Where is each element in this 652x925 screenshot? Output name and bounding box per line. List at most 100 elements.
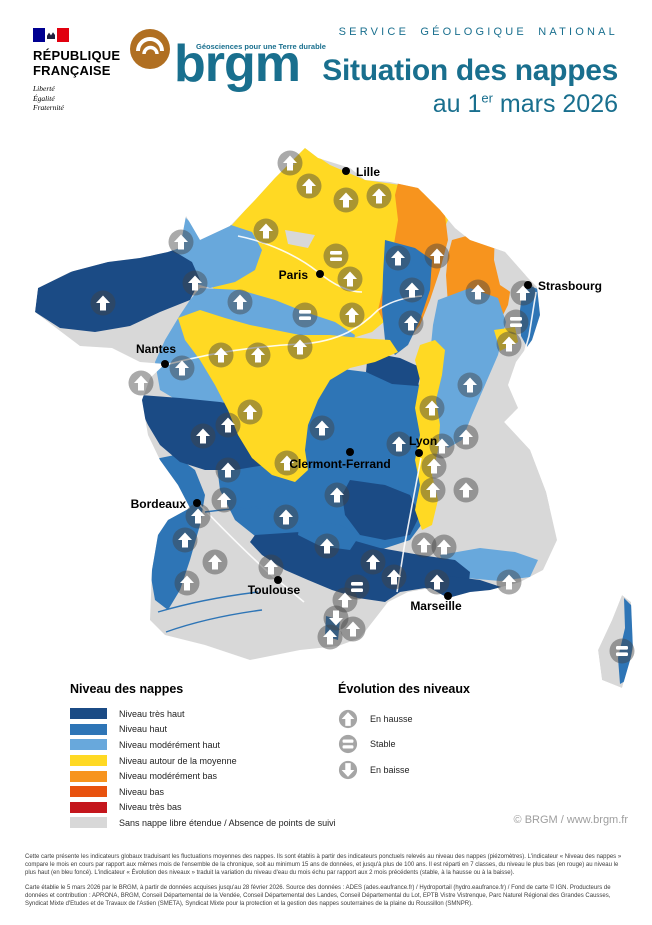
city-dot [342,167,350,175]
evolution-badge-up [385,245,411,271]
evolution-badge-up [457,372,483,398]
brgm-wordmark: brgm [174,35,301,93]
evolution-badge-up [399,277,425,303]
evolution-badge-up [419,395,445,421]
legend-evolution-row: En hausse [338,706,538,732]
city-label: Strasbourg [538,279,602,293]
city-label: Marseille [410,599,462,613]
credit-line: © BRGM / www.brgm.fr [513,814,628,826]
evolution-badge-stable [609,638,635,664]
city-bordeaux: Bordeaux [131,497,201,511]
evolution-badge-up [258,554,284,580]
legend-level-row: Niveau très bas [70,800,330,816]
legend-levels-list: Niveau très haut Niveau haut Niveau modéré… [70,706,336,831]
evolution-badges-layer [90,150,635,664]
legend-level-row: Niveau modérément bas [70,768,330,784]
brgm-tagline: Géosciences pour une Terre durable [196,42,326,51]
evolution-badge-up [337,266,363,292]
city-dot [524,281,532,289]
legend-level-label: Niveau modérément bas [119,771,218,782]
evolution-badge-up [424,569,450,595]
map-corsica [598,595,633,688]
city-clermont-ferrand: Clermont-Ferrand [289,448,391,471]
gov-name-line1: RÉPUBLIQUE [33,48,121,63]
evolution-badge-up [309,415,335,441]
footer-paragraph-1: Cette carte présente les indicateurs glo… [25,854,622,877]
evolution-badge-up [453,477,479,503]
evolution-badge-stable [344,574,370,600]
service-line: SERVICE GÉOLOGIQUE NATIONAL [338,26,618,38]
evolution-badge-up [202,549,228,575]
evolution-badge-up [190,423,216,449]
legend-evolution-label: En baisse [370,764,410,775]
legend-levels-title: Niveau des nappes [70,682,184,696]
evolution-badge-up [296,173,322,199]
evolution-badge-up [421,453,447,479]
city-strasbourg: Strasbourg [524,279,602,293]
evolution-badge-up [287,334,313,360]
legend-level-row: Niveau haut [70,722,330,738]
evolution-badge-up [174,570,200,596]
legend-evolution-list: En hausse Stable En baisse [338,706,538,783]
legend-evolution-title: Évolution des niveaux [338,682,470,696]
evolution-badge-down [323,605,349,631]
evolution-badge-up [340,616,366,642]
evolution-badge-up [182,270,208,296]
city-dot [444,592,452,600]
evolution-badge-up [215,457,241,483]
evolution-badge-up [208,342,234,368]
legend-level-row: Niveau très haut [70,706,330,722]
evolution-badge-up [168,229,194,255]
legend-level-label: Niveau très bas [119,802,182,813]
city-label: Bordeaux [131,497,187,511]
evolution-badge-up [465,279,491,305]
evolution-badge-up [215,412,241,438]
evolution-badge-up [496,331,522,357]
evolution-badge-up [398,310,424,336]
city-label: Lyon [409,434,437,448]
evolution-badge-up [185,503,211,529]
city-dot [193,499,201,507]
cities-layer: Lille Paris Strasbourg Nantes Lyon Clermont-F… [131,165,602,613]
evolution-badge-up [172,527,198,553]
city-paris: Paris [279,268,324,282]
evolution-badge-up [424,243,450,269]
city-label: Clermont-Ferrand [289,457,390,471]
evolution-badge-up [169,355,195,381]
city-marseille: Marseille [410,592,462,613]
city-dot [274,576,282,584]
evolution-badge-up [237,399,263,425]
evolution-badge-up [128,370,154,396]
legend-color-swatch [70,786,107,798]
city-dot [316,270,324,278]
evolution-badge-up [274,450,300,476]
legend-level-row: Niveau modérément haut [70,737,330,753]
evolution-badge-up [360,549,386,575]
brgm-logo: Géosciences pour une Terre durable brgm [130,26,330,106]
republique-francaise-logo: RÉPUBLIQUE FRANÇAISE Liberté Égalité Fra… [33,28,143,113]
evolution-badge-up [245,342,271,368]
page-subtitle: au 1er mars 2026 [432,90,618,118]
evolution-badge-up [314,533,340,559]
legend-color-swatch [70,708,107,720]
legend-level-label: Niveau modérément haut [119,739,221,750]
city-lille: Lille [342,165,380,179]
legend-level-label: Niveau bas [119,786,165,797]
evolution-badge-up [431,534,457,560]
map-svg: Lille Paris Strasbourg Nantes Lyon Clermont-F… [35,148,635,688]
evolution-badge-up [211,487,237,513]
evolution-badge-up [453,424,479,450]
down-arrow-icon [338,760,358,779]
evolution-badge-stable [292,302,318,328]
evolution-badge-up [386,431,412,457]
evolution-badge-up [332,587,358,613]
city-label: Toulouse [248,583,301,597]
evolution-badge-up [411,532,437,558]
legend-evolution-label: Stable [370,739,396,750]
legend-evolution-row: Stable [338,732,538,758]
city-toulouse: Toulouse [248,576,301,597]
evolution-badge-up [324,482,350,508]
stable-arrow-icon [338,735,358,754]
legend-level-row: Niveau autour de la moyenne [70,753,330,769]
gov-motto: Liberté Égalité Fraternité [33,84,64,112]
